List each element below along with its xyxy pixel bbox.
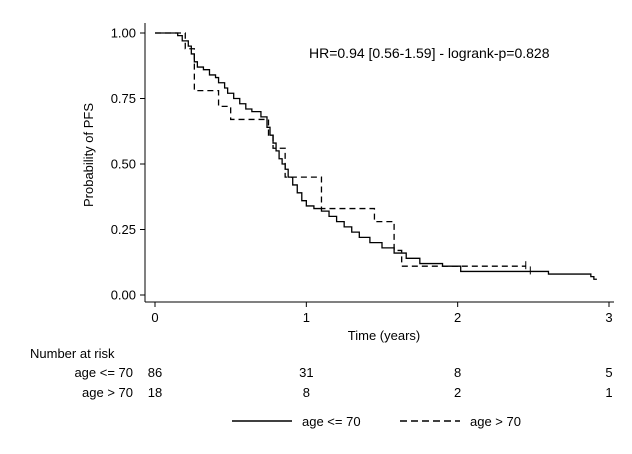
risk-count: 2 [454, 385, 461, 400]
risk-row-label: age <= 70 [74, 365, 133, 380]
risk-count: 8 [303, 385, 310, 400]
y-tick-label: 0.75 [111, 91, 136, 106]
y-axis-title: Probability of PFS [81, 103, 96, 207]
legend-label-age-le-70: age <= 70 [302, 414, 361, 429]
y-tick-label: 0.00 [111, 288, 136, 303]
survival-curve-age-le-70 [155, 32, 597, 280]
number-at-risk-table: age <= 70 86 31 8 5 age > 70 18 8 2 1 [74, 365, 612, 400]
legend-label-age-gt-70: age > 70 [470, 414, 521, 429]
survival-curves [155, 32, 597, 280]
x-axis-ticks: 0 1 2 3 [151, 302, 613, 325]
x-tick-label: 3 [605, 310, 612, 325]
x-tick-label: 1 [303, 310, 310, 325]
hazard-ratio-annotation: HR=0.94 [0.56-1.59] - logrank-p=0.828 [309, 45, 550, 61]
risk-count: 31 [299, 365, 313, 380]
risk-count: 18 [148, 385, 162, 400]
x-tick-label: 2 [454, 310, 461, 325]
y-tick-label: 0.50 [111, 157, 136, 172]
risk-count: 5 [605, 365, 612, 380]
risk-count: 1 [605, 385, 612, 400]
x-tick-label: 0 [151, 310, 158, 325]
risk-count: 86 [148, 365, 162, 380]
risk-row-label: age > 70 [82, 385, 133, 400]
risk-table-header: Number at risk [30, 346, 115, 361]
y-tick-label: 1.00 [111, 26, 136, 41]
survival-curve-age-gt-70 [155, 32, 526, 267]
legend: age <= 70 age > 70 [232, 414, 521, 429]
y-axis-ticks: 0.00 0.25 0.50 0.75 1.00 [111, 26, 145, 303]
risk-count: 8 [454, 365, 461, 380]
y-tick-label: 0.25 [111, 222, 136, 237]
x-axis-title: Time (years) [348, 328, 420, 343]
